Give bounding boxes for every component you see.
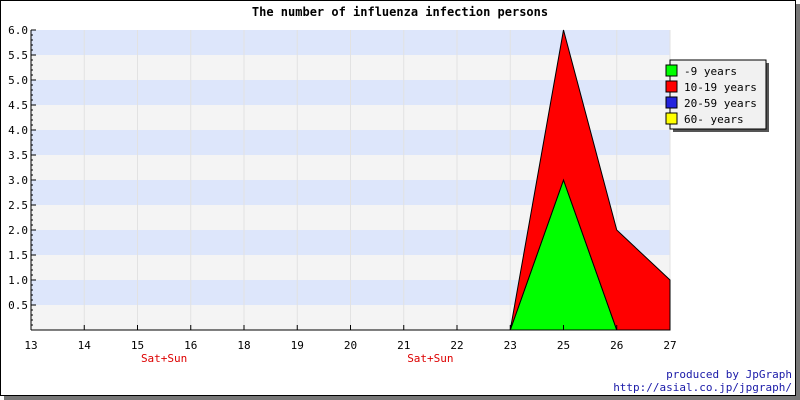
legend-label: -9 years	[684, 65, 737, 78]
chart-title: The number of influenza infection person…	[252, 5, 548, 19]
weekend-mark: Sat+Sun	[407, 352, 453, 365]
x-tick-label: 22	[450, 339, 463, 352]
x-tick-label: 19	[291, 339, 304, 352]
weekend-mark: Sat+Sun	[141, 352, 187, 365]
y-tick-label: 2.5	[8, 199, 28, 212]
y-tick-label: 5.0	[8, 74, 28, 87]
legend-swatch	[665, 80, 678, 93]
legend-label: 20-59 years	[684, 97, 757, 110]
legend-label: 60- years	[684, 113, 744, 126]
legend-swatch	[665, 112, 678, 125]
y-tick-label: 3.0	[8, 174, 28, 187]
x-tick-label: 13	[24, 339, 37, 352]
x-tick-label: 27	[663, 339, 676, 352]
legend-box	[669, 59, 767, 130]
y-tick-label: 4.5	[8, 99, 28, 112]
x-tick-label: 15	[131, 339, 144, 352]
y-tick-label: 2.0	[8, 224, 28, 237]
legend-swatch	[665, 96, 678, 109]
x-tick-label: 14	[78, 339, 92, 352]
x-tick-label: 18	[237, 339, 250, 352]
x-tick-label: 20	[344, 339, 357, 352]
y-tick-label: 4.0	[8, 124, 28, 137]
x-tick-label: 21	[397, 339, 410, 352]
x-tick-label: 26	[610, 339, 623, 352]
x-tick-label: 16	[184, 339, 197, 352]
y-tick-label: 5.5	[8, 49, 28, 62]
y-tick-label: 3.5	[8, 149, 28, 162]
legend: -9 years 10-19 years 20-59 years 60- years	[665, 59, 769, 132]
x-tick-label: 25	[557, 339, 570, 352]
credit-line-2: http://asial.co.jp/jpgraph/	[613, 381, 792, 394]
credit-line-1: produced by JpGraph	[666, 368, 792, 381]
y-tick-label: 1.0	[8, 274, 28, 287]
legend-swatch	[665, 64, 678, 77]
y-tick-label: 0.5	[8, 299, 28, 312]
legend-label: 10-19 years	[684, 81, 757, 94]
y-tick-label: 1.5	[8, 249, 28, 262]
y-tick-label: 6.0	[8, 24, 28, 37]
x-tick-label: 23	[504, 339, 517, 352]
